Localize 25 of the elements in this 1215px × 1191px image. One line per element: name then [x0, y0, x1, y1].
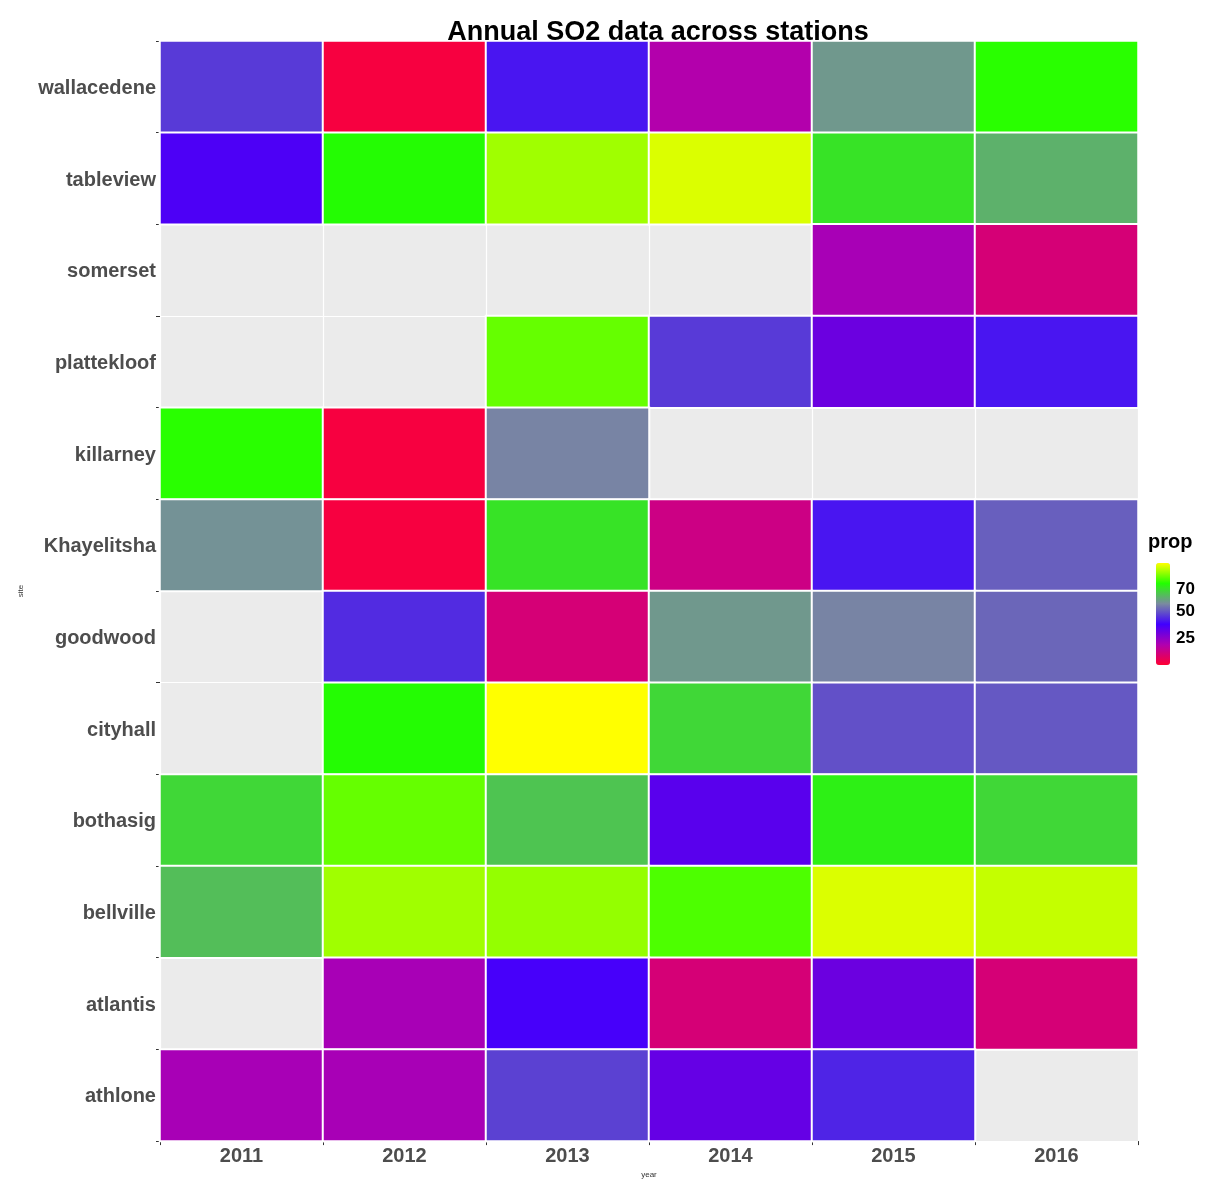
- color-bar-label: 70: [1176, 578, 1195, 598]
- y-tick-label: tableview: [65, 167, 157, 190]
- y-tick-label: plattekloof: [54, 350, 157, 373]
- x-tick-label: 2013: [545, 1144, 590, 1167]
- x-tick-label: 2015: [871, 1144, 916, 1167]
- y-tick-label: killarney: [74, 442, 157, 465]
- y-tick-label: bothasig: [72, 809, 156, 832]
- y-axis-title: site: [15, 584, 25, 598]
- y-tick-label: cityhall: [87, 717, 156, 740]
- chart-title: Annual SO2 data across stations: [447, 15, 869, 46]
- y-tick-label: wallacedene: [37, 75, 156, 98]
- y-tick-label: athlone: [84, 1084, 156, 1107]
- x-tick-label: 2011: [219, 1144, 264, 1167]
- color-bar-label: 50: [1176, 600, 1195, 620]
- y-tick-label: Khayelitsha: [43, 534, 157, 557]
- color-bar-title: prop: [1148, 530, 1193, 552]
- y-tick-label: bellville: [82, 900, 156, 923]
- x-axis-title: year: [641, 1169, 658, 1179]
- y-tick-label: goodwood: [54, 625, 156, 648]
- x-tick-label: 2016: [1034, 1144, 1079, 1167]
- x-tick-label: 2012: [382, 1144, 427, 1167]
- x-tick-label: 2014: [708, 1144, 754, 1167]
- color-bar-label: 25: [1176, 628, 1195, 648]
- y-tick-label: somerset: [67, 259, 157, 282]
- y-tick-label: atlantis: [85, 992, 156, 1015]
